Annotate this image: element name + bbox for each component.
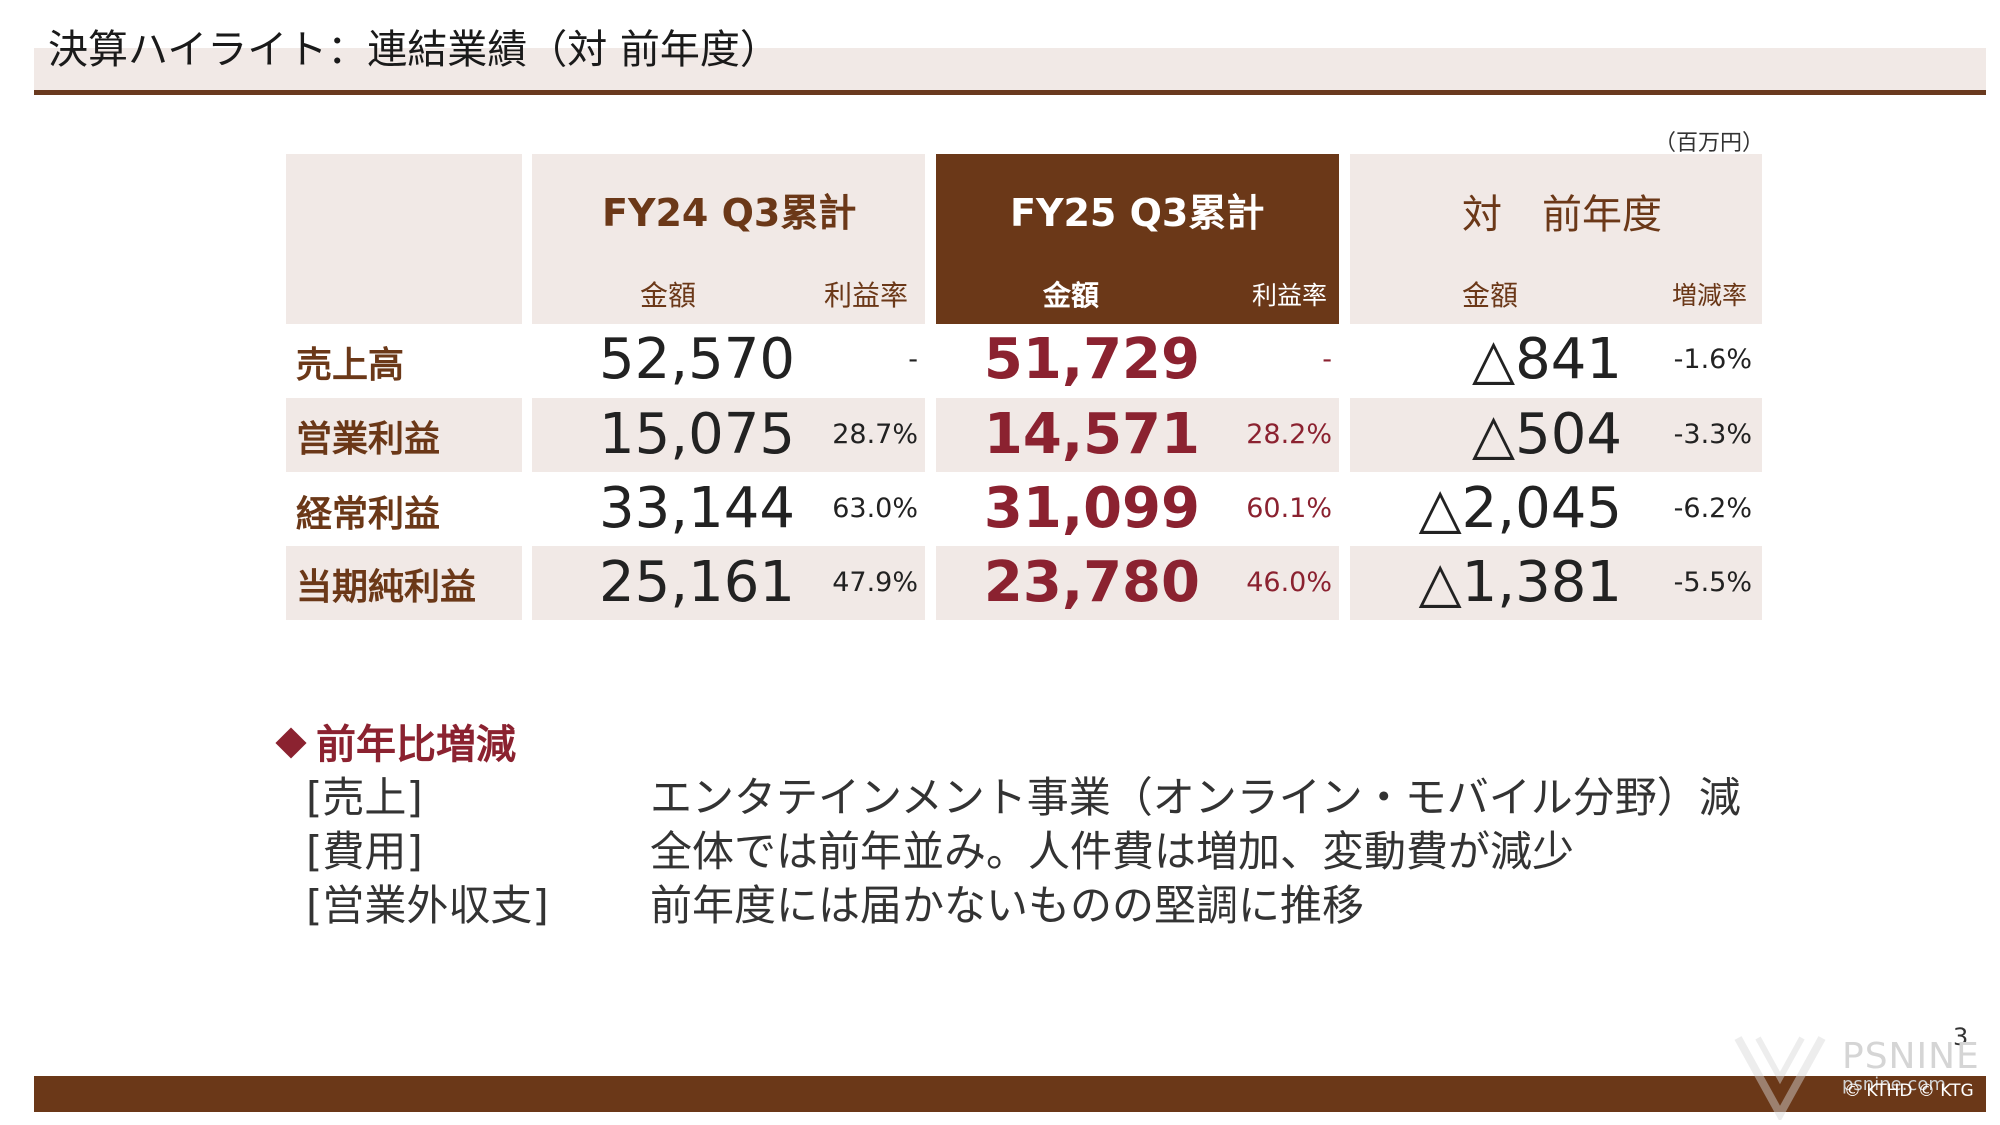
- sales-fy25-amount: 51,729: [983, 327, 1200, 392]
- group-title-fy24: FY24 Q3累計: [602, 191, 857, 235]
- net-fy25-amount: 23,780: [983, 550, 1200, 615]
- summary-text-costs: 全体では前年並み。人件費は増加、変動費が減少: [650, 827, 1575, 876]
- operating-fy24-amount: 15,075: [599, 402, 795, 467]
- sub-amount-fy25: 金額: [1043, 279, 1100, 312]
- watermark-logo-icon: [1734, 1036, 1826, 1120]
- row-shade-net-yoy: [1350, 546, 1762, 620]
- watermark-url: psnine.com: [1842, 1074, 1946, 1095]
- sales-fy25-rate: -: [1322, 344, 1332, 375]
- row-shade-operating-label: [286, 398, 522, 472]
- ordinary-fy24-amount: 33,144: [599, 476, 795, 541]
- ordinary-yoy-rate: -6.2%: [1673, 493, 1752, 524]
- net-yoy-amount: △1,381: [1418, 550, 1622, 615]
- copyright: © KTHD © KTG: [1844, 1081, 1974, 1101]
- unit-label: （百万円）: [1654, 131, 1765, 156]
- row-shade-net-fy25: [936, 546, 1339, 620]
- page-number: 3: [1953, 1023, 1969, 1051]
- sub-amount-yoy: 金額: [1462, 279, 1519, 312]
- net-yoy-rate: -5.5%: [1673, 567, 1752, 598]
- row-shade-net-label: [286, 546, 522, 620]
- ordinary-fy25-amount: 31,099: [983, 476, 1200, 541]
- operating-yoy-rate: -3.3%: [1673, 419, 1752, 450]
- sales-fy24-rate: -: [908, 344, 918, 375]
- summary-text-sales: エンタテインメント事業（オンライン・モバイル分野）減: [650, 773, 1741, 822]
- title-rule: [34, 90, 1986, 95]
- sales-yoy-rate: -1.6%: [1673, 344, 1752, 375]
- summary-heading-text: 前年比増減: [316, 722, 516, 768]
- row-shade-net-fy24: [532, 546, 925, 620]
- row-label-net-income: 当期純利益: [296, 567, 477, 608]
- net-fy24-amount: 25,161: [599, 550, 795, 615]
- operating-yoy-amount: △504: [1472, 402, 1622, 467]
- title-band: [34, 48, 1986, 90]
- header-fy24-cell: [532, 154, 925, 324]
- row-label-ordinary-income: 経常利益: [296, 494, 441, 535]
- sub-amount-fy24: 金額: [640, 279, 697, 312]
- summary-label-costs: [費用]: [306, 827, 423, 876]
- header-yoy-cell: [1350, 154, 1762, 324]
- net-fy25-rate: 46.0%: [1246, 567, 1332, 598]
- row-shade-operating-fy24: [532, 398, 925, 472]
- sub-rate-fy25: 利益率: [1252, 281, 1328, 310]
- summary-label-nonoperating: [営業外収支]: [306, 881, 549, 930]
- header-corner-cell: [286, 154, 522, 324]
- row-shade-operating-yoy: [1350, 398, 1762, 472]
- sales-fy24-amount: 52,570: [599, 327, 795, 392]
- watermark-brand: PSNINE: [1842, 1036, 1980, 1077]
- operating-fy24-rate: 28.7%: [832, 419, 918, 450]
- ordinary-yoy-amount: △2,045: [1418, 476, 1622, 541]
- operating-fy25-amount: 14,571: [983, 402, 1200, 467]
- slide-title: 決算ハイライト：連結業績（対 前年度）: [48, 27, 780, 73]
- sub-rate-fy24: 利益率: [824, 279, 909, 312]
- sub-rate-yoy: 増減率: [1672, 281, 1748, 310]
- header-fy25-cell: [936, 154, 1339, 324]
- operating-fy25-rate: 28.2%: [1246, 419, 1332, 450]
- group-title-fy25: FY25 Q3累計: [1010, 191, 1265, 235]
- row-label-operating-income: 営業利益: [296, 419, 441, 460]
- row-label-sales: 売上高: [296, 345, 405, 386]
- summary-heading: 前年比増減: [275, 712, 516, 770]
- summary-label-sales: [売上]: [306, 773, 423, 822]
- diamond-bullet-icon: [275, 727, 307, 759]
- net-fy24-rate: 47.9%: [832, 567, 918, 598]
- group-title-yoy: 対 前年度: [1462, 192, 1662, 238]
- row-shade-operating-fy25: [936, 398, 1339, 472]
- ordinary-fy25-rate: 60.1%: [1246, 493, 1332, 524]
- summary-text-nonoperating: 前年度には届かないものの堅調に推移: [650, 881, 1365, 930]
- sales-yoy-amount: △841: [1472, 327, 1622, 392]
- footer-bar: [34, 1076, 1986, 1112]
- ordinary-fy24-rate: 63.0%: [832, 493, 918, 524]
